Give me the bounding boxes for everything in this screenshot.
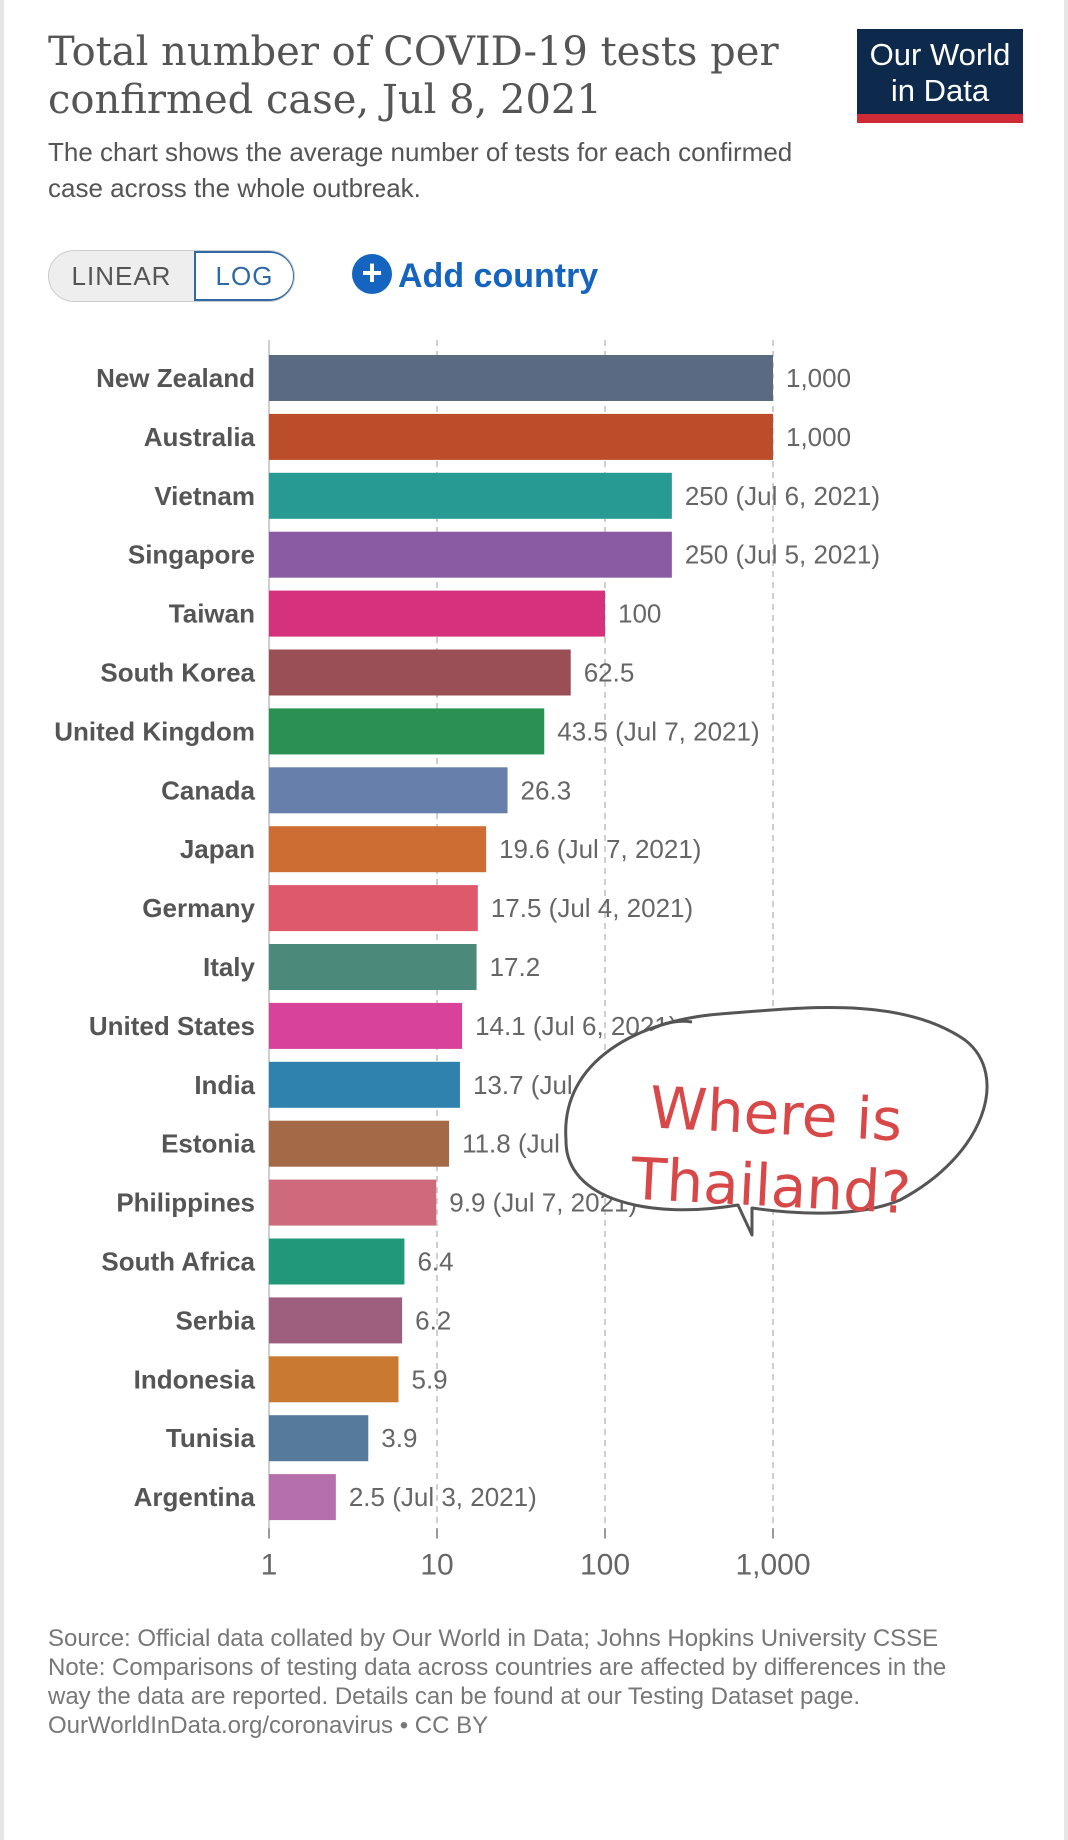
category-label[interactable]: Indonesia	[134, 1364, 256, 1394]
chart-subtitle: The chart shows the average number of te…	[48, 137, 793, 203]
bar[interactable]	[269, 944, 477, 990]
scale-toggle: LINEAR LOG	[48, 250, 295, 302]
bar[interactable]	[269, 413, 773, 460]
owid-logo[interactable]: Our World in Data	[857, 29, 1023, 123]
bar[interactable]	[269, 472, 672, 519]
bar[interactable]	[269, 1179, 437, 1226]
category-label[interactable]: Italy	[203, 952, 256, 982]
category-label[interactable]: United States	[89, 1011, 255, 1041]
category-label[interactable]: Singapore	[128, 540, 255, 570]
value-label: 62.5	[584, 658, 635, 688]
category-label[interactable]: Taiwan	[169, 599, 255, 629]
value-label: 17.5 (Jul 4, 2021)	[491, 893, 693, 923]
speech-bubble-outline	[564, 1006, 989, 1237]
x-tick-label: 1,000	[735, 1549, 810, 1582]
bar[interactable]	[269, 708, 545, 755]
value-label: 6.2	[415, 1305, 451, 1335]
left-edge-shadow	[0, 0, 4, 1840]
category-label[interactable]: Serbia	[176, 1305, 256, 1335]
category-label[interactable]: India	[194, 1070, 255, 1100]
x-tick-label: 10	[420, 1549, 453, 1582]
value-label: 43.5 (Jul 7, 2021)	[557, 716, 759, 746]
annotation-bubble: Where is Thailand?	[564, 1006, 989, 1237]
bar[interactable]	[269, 531, 672, 578]
bar[interactable]	[269, 1238, 405, 1285]
category-label[interactable]: Canada	[161, 775, 255, 805]
annotation-line-1: Where is	[648, 1073, 904, 1154]
category-label[interactable]: South Africa	[101, 1247, 255, 1277]
annotation-line-2: Thailand?	[629, 1145, 913, 1228]
log-scale-button[interactable]: LOG	[194, 251, 294, 301]
bar[interactable]	[269, 649, 571, 696]
bar[interactable]	[269, 767, 508, 814]
category-label[interactable]: Philippines	[116, 1188, 255, 1218]
category-label[interactable]: Estonia	[161, 1129, 255, 1159]
category-label[interactable]: Australia	[144, 422, 256, 452]
testing-note: Note: Comparisons of testing data across…	[48, 1654, 947, 1710]
x-tick-label: 100	[580, 1549, 630, 1582]
value-label: 1,000	[786, 363, 851, 393]
value-label: 250 (Jul 5, 2021)	[685, 540, 880, 570]
bar[interactable]	[269, 1474, 336, 1521]
bar[interactable]	[269, 590, 605, 637]
logo-line-1: Our World	[869, 37, 1011, 72]
category-label[interactable]: Vietnam	[154, 481, 255, 511]
bar[interactable]	[269, 885, 478, 932]
category-label[interactable]: Tunisia	[166, 1423, 256, 1453]
bar-chart: New Zealand 1,000 Australia 1,000 Vietnam 250…	[54, 340, 989, 1582]
value-label: 250 (Jul 6, 2021)	[685, 481, 880, 511]
category-label[interactable]: South Korea	[100, 658, 255, 688]
category-label[interactable]: Germany	[142, 893, 255, 923]
category-label[interactable]: Argentina	[134, 1482, 256, 1512]
bar[interactable]	[269, 826, 487, 873]
source-note: Source: Official data collated by Our Wo…	[48, 1625, 939, 1652]
right-edge-shadow	[1064, 0, 1068, 1840]
chart-footer: Source: Official data collated by Our Wo…	[48, 1624, 988, 1740]
linear-scale-button[interactable]: LINEAR	[71, 261, 172, 291]
add-country-button[interactable]: + Add country	[352, 250, 598, 302]
plus-circle-icon: +	[352, 254, 392, 295]
bar[interactable]	[269, 1356, 399, 1403]
value-label: 17.2	[490, 952, 541, 982]
category-label[interactable]: Japan	[180, 834, 255, 864]
bar[interactable]	[269, 1002, 463, 1049]
value-label: 26.3	[521, 775, 572, 805]
x-tick-label: 1	[261, 1549, 278, 1582]
site-credit[interactable]: OurWorldInData.org/coronavirus • CC BY	[48, 1712, 489, 1739]
value-label: 1,000	[786, 422, 851, 452]
value-label: 5.9	[412, 1364, 448, 1394]
bar[interactable]	[269, 355, 773, 401]
value-label: 6.4	[417, 1247, 453, 1277]
bar[interactable]	[269, 1415, 369, 1462]
chart-title: Total number of COVID-19 tests per confi…	[48, 29, 779, 123]
category-label[interactable]: New Zealand	[96, 363, 255, 393]
bubble-stroke-accent	[649, 1019, 693, 1032]
logo-accent-bar	[857, 114, 1023, 123]
value-label: 3.9	[381, 1423, 417, 1453]
category-label[interactable]: United Kingdom	[54, 716, 255, 746]
value-label: 100	[618, 599, 661, 629]
bar[interactable]	[269, 1061, 460, 1108]
add-country-label: Add country	[398, 257, 599, 295]
logo-line-2: in Data	[890, 73, 990, 108]
value-label: 19.6 (Jul 7, 2021)	[499, 834, 701, 864]
bar[interactable]	[269, 1120, 450, 1167]
bar[interactable]	[269, 1297, 403, 1344]
value-label: 2.5 (Jul 3, 2021)	[349, 1482, 537, 1512]
